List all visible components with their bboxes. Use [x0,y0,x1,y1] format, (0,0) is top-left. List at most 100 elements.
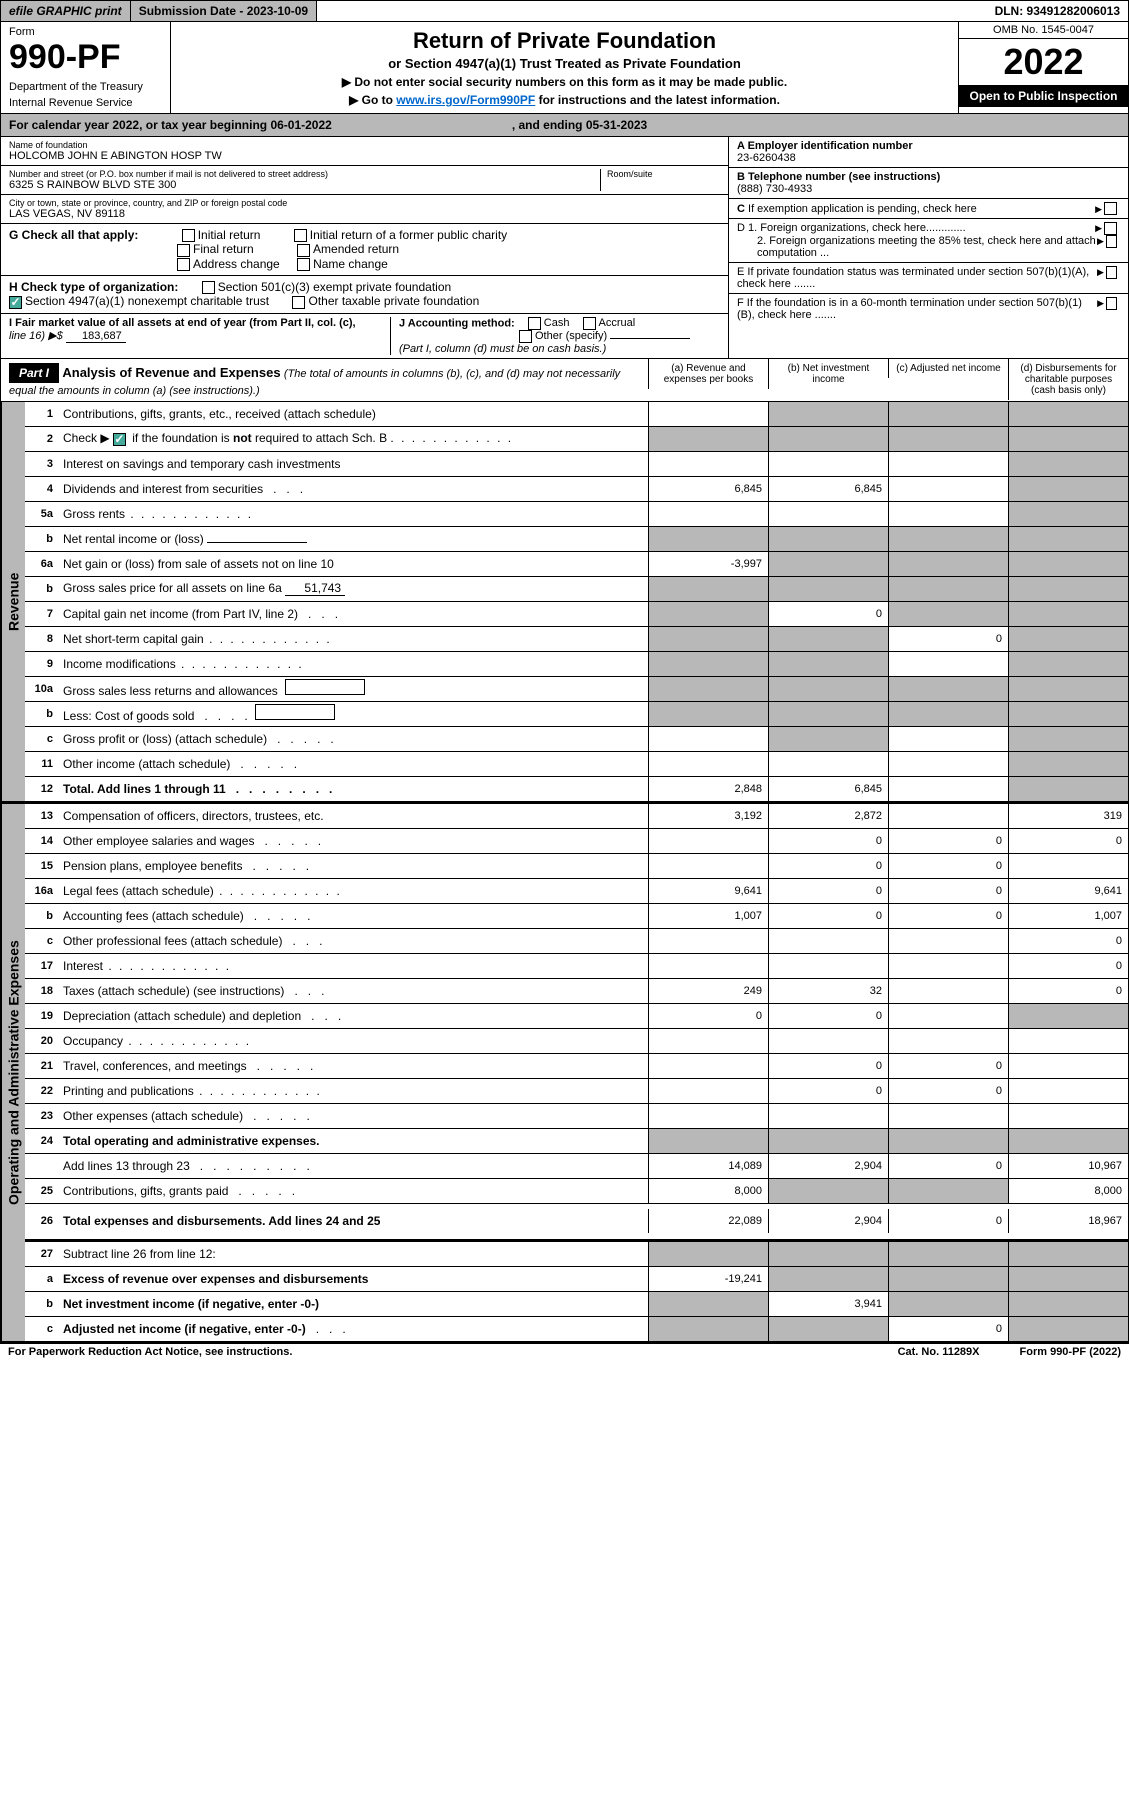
phone-label: B Telephone number (see instructions) [737,171,940,183]
line16b-desc: Accounting fees (attach schedule) . . . … [59,907,648,925]
initial-return-cb[interactable] [182,229,195,242]
phone-value: (888) 730-4933 [737,183,1120,195]
instruction-1: ▶ Do not enter social security numbers o… [177,75,952,89]
open-public-badge: Open to Public Inspection [959,85,1128,107]
line3-desc: Interest on savings and temporary cash i… [59,455,648,473]
line9-desc: Income modifications [59,655,648,673]
city-label: City or town, state or province, country… [9,198,720,208]
name-label: Name of foundation [9,140,720,150]
col-b-header: (b) Net investment income [768,359,888,389]
dept-treasury: Department of the Treasury [9,81,162,93]
form-subtitle: or Section 4947(a)(1) Trust Treated as P… [177,56,952,71]
c-label: C If exemption application is pending, c… [737,203,977,215]
final-return-cb[interactable] [177,244,190,257]
line6b-desc: Gross sales price for all assets on line… [59,579,648,598]
j-note: (Part I, column (d) must be on cash basi… [399,343,606,355]
g-label: G Check all that apply: [9,228,138,242]
line21-desc: Travel, conferences, and meetings . . . … [59,1057,648,1075]
other-taxable-cb[interactable] [292,296,305,309]
line5b-desc: Net rental income or (loss) [59,530,648,548]
d2-checkbox[interactable] [1106,235,1117,248]
part1-title: Analysis of Revenue and Expenses [62,365,280,380]
l4-b: 6,845 [768,477,888,501]
address-change-cb[interactable] [177,258,190,271]
col-c-header: (c) Adjusted net income [888,359,1008,378]
line26-desc: Total expenses and disbursements. Add li… [59,1212,648,1230]
submission-date: Submission Date - 2023-10-09 [131,1,317,21]
other-method-cb[interactable] [519,330,532,343]
amended-cb[interactable] [297,244,310,257]
ein-value: 23-6260438 [737,152,1120,164]
d1-label: D 1. Foreign organizations, check here..… [737,222,966,235]
4947-cb[interactable]: ✓ [9,296,22,309]
line27b-desc: Net investment income (if negative, ente… [59,1295,648,1313]
accrual-cb[interactable] [583,317,596,330]
l12-a: 2,848 [648,777,768,801]
f-label: F If the foundation is in a 60-month ter… [737,297,1097,321]
catalog-number: Cat. No. 11289X [898,1346,980,1358]
l4-a: 6,845 [648,477,768,501]
line20-desc: Occupancy [59,1032,648,1050]
line7-desc: Capital gain net income (from Part IV, l… [59,605,648,623]
e-checkbox[interactable] [1106,266,1117,279]
form-label: Form [9,26,162,38]
name-change-cb[interactable] [297,258,310,271]
page-footer: For Paperwork Reduction Act Notice, see … [0,1342,1129,1360]
revenue-section: Revenue 1Contributions, gifts, grants, e… [0,402,1129,802]
l8-c: 0 [888,627,1008,651]
c-checkbox[interactable] [1104,202,1117,215]
h-label: H Check type of organization: [9,280,178,294]
fmv-value: 183,687 [66,330,126,343]
form-title: Return of Private Foundation [177,28,952,54]
paperwork-notice: For Paperwork Reduction Act Notice, see … [8,1346,292,1358]
part1-header-row: Part I Analysis of Revenue and Expenses … [0,359,1129,402]
form-number: 990-PF [9,38,162,77]
line10b-desc: Less: Cost of goods sold . . . . [59,702,648,725]
top-bar: efile GRAPHIC print Submission Date - 20… [0,0,1129,22]
i-label: I Fair market value of all assets at end… [9,317,356,329]
expenses-section: Operating and Administrative Expenses 13… [0,802,1129,1342]
line25-desc: Contributions, gifts, grants paid . . . … [59,1182,648,1200]
revenue-label: Revenue [1,402,25,801]
e-label: E If private foundation status was termi… [737,266,1097,290]
col-a-header: (a) Revenue and expenses per books [648,359,768,389]
cash-cb[interactable] [528,317,541,330]
l7-b: 0 [768,602,888,626]
line19-desc: Depreciation (attach schedule) and deple… [59,1007,648,1025]
j-label: J Accounting method: [399,317,515,329]
line23-desc: Other expenses (attach schedule) . . . .… [59,1107,648,1125]
line16c-desc: Other professional fees (attach schedule… [59,932,648,950]
tax-year: 2022 [959,39,1128,85]
line22-desc: Printing and publications [59,1082,648,1100]
line13-desc: Compensation of officers, directors, tru… [59,807,648,825]
line10c-desc: Gross profit or (loss) (attach schedule)… [59,730,648,748]
col-d-header: (d) Disbursements for charitable purpose… [1008,359,1128,400]
f-checkbox[interactable] [1106,297,1117,310]
form-header: Form 990-PF Department of the Treasury I… [0,22,1129,114]
line4-desc: Dividends and interest from securities .… [59,480,648,498]
line15-desc: Pension plans, employee benefits . . . .… [59,857,648,875]
initial-former-cb[interactable] [294,229,307,242]
501c3-cb[interactable] [202,281,215,294]
line18-desc: Taxes (attach schedule) (see instruction… [59,982,648,1000]
line24b-desc: Add lines 13 through 23 . . . . . . . . … [59,1157,648,1175]
line27a-desc: Excess of revenue over expenses and disb… [59,1270,648,1288]
line5a-desc: Gross rents [59,505,648,523]
line11-desc: Other income (attach schedule) . . . . . [59,755,648,773]
foundation-city: LAS VEGAS, NV 89118 [9,208,720,220]
d1-checkbox[interactable] [1104,222,1117,235]
line6a-desc: Net gain or (loss) from sale of assets n… [59,555,648,573]
irs-link[interactable]: www.irs.gov/Form990PF [396,93,535,107]
instruction-2: ▶ Go to www.irs.gov/Form990PF for instru… [177,93,952,107]
form-ref: Form 990-PF (2022) [1020,1346,1121,1358]
line14-desc: Other employee salaries and wages . . . … [59,832,648,850]
calendar-year-row: For calendar year 2022, or tax year begi… [0,114,1129,137]
line8-desc: Net short-term capital gain [59,630,648,648]
efile-print-button[interactable]: efile GRAPHIC print [1,1,131,21]
irs-label: Internal Revenue Service [9,97,162,109]
part1-label: Part I [9,363,59,383]
l6a-a: -3,997 [648,552,768,576]
sch-b-checkbox[interactable]: ✓ [113,433,126,446]
line12-desc: Total. Add lines 1 through 11 . . . . . … [59,780,648,798]
foundation-name: HOLCOMB JOHN E ABINGTON HOSP TW [9,150,720,162]
